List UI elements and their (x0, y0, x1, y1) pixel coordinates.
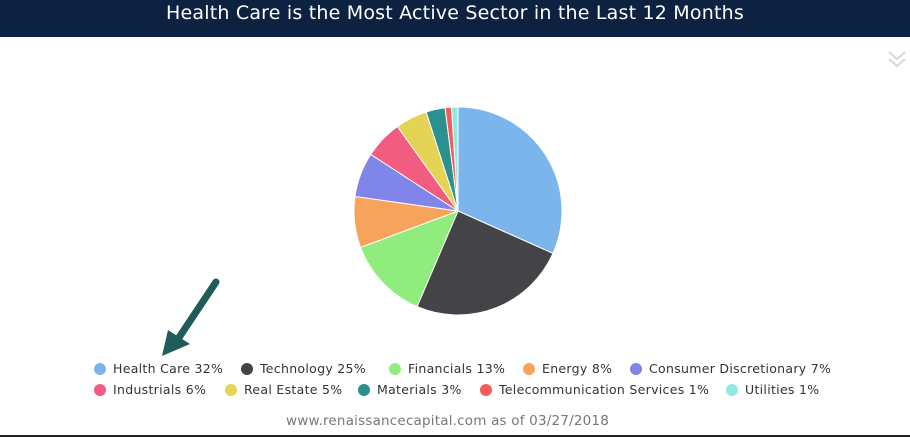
legend-row: Industrials 6% Real Estate 5% Materials 3%… (0, 382, 910, 400)
legend-marker (358, 383, 370, 396)
pie-slice-utilities[interactable] (450, 106, 459, 212)
legend-label: Real Estate 5% (244, 382, 343, 397)
legend-label: Health Care 32% (113, 361, 224, 376)
legend-item-financials[interactable]: Financials 13% (389, 361, 505, 376)
chart-title: Health Care is the Most Active Sector in… (166, 1, 744, 24)
pie-slice-health-care[interactable] (457, 106, 563, 255)
legend-marker (225, 383, 237, 396)
legend-label: Telecommunication Services 1% (499, 382, 710, 397)
source-footnote: www.renaissancecapital.com as of 03/27/2… (286, 413, 609, 429)
legend-marker (94, 383, 106, 396)
bottom-divider (0, 435, 910, 437)
legend-label: Financials 13% (408, 361, 506, 376)
legend-row: Health Care 32% Technology 25% Financials … (0, 361, 910, 379)
legend-marker (94, 362, 106, 375)
legend-item-technology[interactable]: Technology 25% (241, 361, 366, 376)
legend-item-consumer-discretionary[interactable]: Consumer Discretionary 7% (630, 361, 831, 376)
legend-label: Industrials 6% (113, 382, 207, 397)
pie-slice-financials[interactable] (359, 210, 459, 308)
legend-label: Technology 25% (260, 361, 366, 376)
legend-item-utilities[interactable]: Utilities 1% (726, 382, 819, 397)
legend-label: Materials 3% (377, 382, 462, 397)
legend-marker (389, 362, 401, 375)
legend-item-telecommunication-services[interactable]: Telecommunication Services 1% (480, 382, 709, 397)
legend-marker (726, 383, 738, 396)
chart-title-bar: Health Care is the Most Active Sector in… (0, 0, 910, 37)
legend-item-materials[interactable]: Materials 3% (358, 382, 462, 397)
legend-item-industrials[interactable]: Industrials 6% (94, 382, 206, 397)
legend-marker (480, 383, 492, 396)
double-chevron-down-icon[interactable] (886, 48, 908, 70)
legend-item-energy[interactable]: Energy 8% (523, 361, 612, 376)
legend-label: Utilities 1% (745, 382, 820, 397)
legend-marker (523, 362, 535, 375)
legend-marker (630, 362, 642, 375)
legend-label: Consumer Discretionary 7% (649, 361, 832, 376)
legend-item-real-estate[interactable]: Real Estate 5% (225, 382, 343, 397)
arrow-pointer-icon (162, 278, 220, 356)
pie-slice-technology[interactable] (416, 210, 554, 316)
legend-marker (241, 362, 253, 375)
legend-item-health-care[interactable]: Health Care 32% (94, 361, 223, 376)
legend-label: Energy 8% (542, 361, 613, 376)
pie-slices (353, 106, 563, 316)
